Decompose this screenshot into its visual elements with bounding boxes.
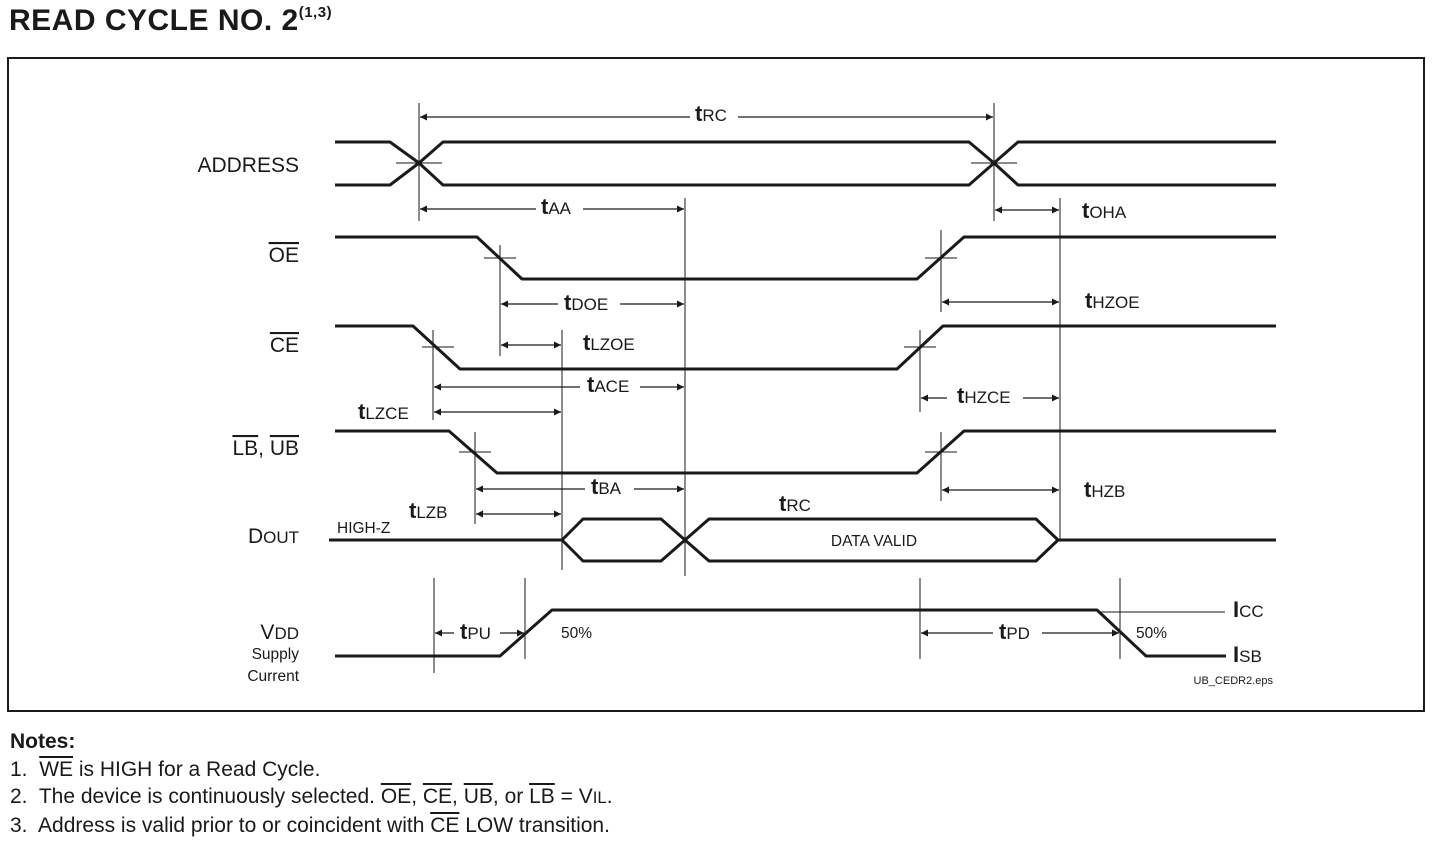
note-2: 2. The device is continuously selected. … bbox=[10, 783, 613, 812]
file-name-label: UB_CEDR2.eps bbox=[1194, 675, 1274, 687]
label-thzb: tHZB bbox=[1084, 477, 1125, 502]
reference-lines bbox=[418, 103, 1121, 673]
note-2-comma-2: , bbox=[452, 785, 464, 808]
note-1: 1. WE is HIGH for a Read Cycle. bbox=[10, 756, 613, 784]
label-trc-data: tRC bbox=[779, 491, 811, 516]
page-title: READ CYCLE NO. 2(1,3) bbox=[9, 4, 332, 38]
label-tba: tBA bbox=[591, 474, 622, 499]
note-1-text: is HIGH for a Read Cycle. bbox=[73, 757, 321, 781]
oe-wave bbox=[335, 235, 1276, 281]
diagram-frame bbox=[7, 57, 1425, 712]
vdd-wave bbox=[335, 608, 1226, 658]
note-3-text: Address is valid prior to or coincident … bbox=[38, 813, 431, 837]
note-2-text: The device is continuously selected. bbox=[38, 785, 381, 808]
high-z-label: HIGH-Z bbox=[337, 520, 390, 537]
label-trc: tRC bbox=[695, 101, 727, 126]
vdd-label-supply: Supply bbox=[252, 646, 300, 663]
label-tlzoe: tLZOE bbox=[583, 330, 635, 355]
label-tace: tACE bbox=[587, 372, 629, 397]
vdd-label-rest: DD bbox=[274, 624, 299, 643]
note-2-lb: LB bbox=[529, 785, 555, 808]
note-3-ce: CE bbox=[430, 813, 460, 837]
timing-arrows bbox=[420, 113, 1119, 637]
vdd-label: VDD bbox=[260, 621, 299, 644]
title-text: READ CYCLE NO. 2 bbox=[9, 4, 299, 37]
lb-ub-separator: , bbox=[258, 437, 270, 460]
icc-label: ICC bbox=[1233, 597, 1264, 622]
note-2-or: , or bbox=[492, 785, 530, 808]
oe-label: OE bbox=[269, 244, 299, 267]
note-2-number: 2. bbox=[10, 785, 28, 808]
title-superscript: (1,3) bbox=[298, 4, 333, 21]
note-3: 3. Address is valid prior to or coincide… bbox=[10, 812, 613, 840]
notes-section: Notes: 1. WE is HIGH for a Read Cycle. 2… bbox=[10, 728, 613, 839]
lb-ub-label: LB, UB bbox=[232, 437, 299, 460]
lb-label: LB bbox=[232, 437, 258, 460]
note-2-end: . bbox=[606, 785, 613, 808]
label-tpu: tPU bbox=[460, 619, 491, 644]
dout-label: DOUT bbox=[248, 525, 299, 548]
label-taa: tAA bbox=[541, 194, 572, 219]
note-2-oe: OE bbox=[380, 785, 412, 808]
label-tlzb: tLZB bbox=[409, 498, 448, 523]
percent-label-left: 50% bbox=[561, 625, 592, 642]
note-1-number: 1. bbox=[10, 757, 28, 781]
note-2-comma-1: , bbox=[411, 785, 423, 808]
note-2-ce: CE bbox=[422, 785, 453, 808]
note-2-equals-v: = V bbox=[554, 785, 593, 808]
vdd-label-v: V bbox=[260, 621, 274, 644]
label-thzoe: tHZOE bbox=[1085, 288, 1140, 313]
note-3-number: 3. bbox=[10, 813, 28, 837]
vdd-label-current: Current bbox=[247, 668, 299, 685]
ub-label: UB bbox=[270, 437, 299, 460]
address-wave-upper bbox=[335, 140, 1276, 165]
label-tdoe: tDOE bbox=[564, 290, 608, 315]
data-valid-label: DATA VALID bbox=[831, 533, 917, 550]
label-thzce: tHZCE bbox=[957, 383, 1011, 408]
ce-wave bbox=[335, 324, 1276, 371]
note-2-il: IL bbox=[592, 788, 607, 807]
note-2-ub: UB bbox=[463, 785, 493, 808]
lb-ub-wave bbox=[335, 429, 1276, 475]
ce-label: CE bbox=[270, 334, 299, 357]
dout-label-rest: OUT bbox=[263, 528, 299, 547]
dout-label-d: D bbox=[248, 525, 263, 548]
label-toha: tOHA bbox=[1082, 198, 1127, 223]
waveforms bbox=[329, 140, 1276, 658]
notes-header: Notes: bbox=[10, 730, 76, 753]
address-wave-lower bbox=[335, 161, 1276, 187]
isb-label: ISB bbox=[1233, 642, 1262, 667]
note-3-text-end: LOW transition. bbox=[459, 813, 610, 837]
label-tlzce: tLZCE bbox=[358, 399, 409, 424]
address-label: ADDRESS bbox=[197, 154, 299, 177]
note-1-we: WE bbox=[39, 757, 74, 781]
label-tpd: tPD bbox=[999, 619, 1030, 644]
percent-label-right: 50% bbox=[1136, 625, 1167, 642]
dout-first-data-cell bbox=[560, 517, 687, 563]
